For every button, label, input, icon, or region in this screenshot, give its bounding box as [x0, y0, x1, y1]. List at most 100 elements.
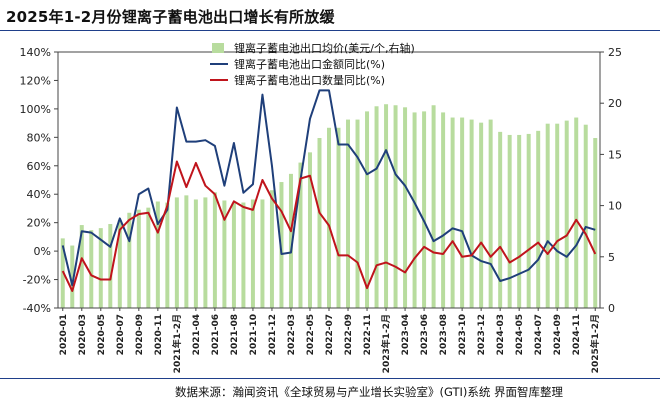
x-tick-label: 2022-05 [306, 314, 316, 355]
chart-title: 2025年1-2月份锂离子蓄电池出口增长有所放缓 [6, 8, 335, 26]
price-bar [526, 133, 531, 308]
amount-yoy-line [61, 89, 596, 287]
chart-svg: -40% -20% 0% 20% 40% 60% 80% 100% 120% 140% 0 5 10 15… [20, 41, 622, 373]
price-bar [441, 112, 446, 308]
price-bar [203, 197, 208, 308]
x-tick-label: 2020-01 [59, 314, 69, 355]
x-tick-label: 2023-10 [458, 314, 468, 355]
price-bar [269, 190, 274, 308]
price-bar [374, 106, 379, 309]
price-bar [288, 173, 293, 308]
price-bar [146, 207, 151, 308]
axes: -40% -20% 0% 20% 40% 60% 80% 100% 120% 140% 0 5 10 15… [20, 46, 622, 373]
price-bar [117, 219, 122, 308]
left-tick-label: 20% [27, 217, 51, 230]
left-tick-label: 140% [20, 46, 51, 59]
x-tick-label: 2021-10 [249, 314, 259, 355]
x-tick-label: 2020-07 [116, 314, 126, 355]
quantity-yoy-line [61, 160, 597, 292]
price-bar [317, 138, 322, 308]
price-bar [241, 202, 246, 308]
x-tick-label: 2022-07 [325, 314, 335, 355]
right-tick-label: 15 [608, 148, 622, 161]
price-bar [212, 192, 217, 308]
price-bar [184, 195, 189, 308]
price-bar [545, 123, 550, 309]
x-tick-label: 2024-03 [496, 314, 506, 355]
x-tick-label: 2023年1-2月 [380, 314, 392, 373]
x-tick-label: 2023-12 [477, 314, 487, 355]
price-bar [165, 202, 170, 308]
right-tick-label: 20 [608, 97, 622, 110]
right-tick-label: 5 [608, 251, 615, 264]
price-bar [98, 228, 103, 308]
left-tick-label: 60% [27, 160, 51, 173]
price-bar [555, 123, 560, 309]
price-bar [307, 152, 312, 308]
price-bar [488, 119, 493, 308]
x-tick-label: 2021-12 [268, 314, 278, 355]
price-bar [583, 124, 588, 308]
x-tick-label: 2021-04 [192, 314, 202, 355]
x-tick-label: 2020-09 [135, 314, 145, 355]
price-bar [422, 111, 427, 308]
x-tick-label: 2020-05 [97, 314, 107, 355]
price-bar [593, 138, 598, 308]
right-tick-label: 25 [608, 46, 622, 59]
x-tick-label: 2024-07 [534, 314, 544, 355]
source-note: 数据来源：瀚闻资讯《全球贸易与产业增长实验室》(GTI)系统 界面智库整理 [175, 385, 564, 399]
legend-label: 锂离子蓄电池出口金额同比(%) [234, 57, 385, 71]
price-bar [108, 224, 113, 308]
price-bar [574, 117, 579, 308]
x-tick-label: 2024-05 [515, 314, 525, 355]
title-bar: 2025年1-2月份锂离子蓄电池出口增长有所放缓 [0, 0, 660, 31]
price-bar [155, 201, 160, 308]
price-bar [70, 245, 75, 308]
price-bar [127, 212, 132, 308]
price-bar [498, 131, 503, 308]
legend-swatch-price [212, 43, 224, 53]
price-bar [327, 127, 331, 308]
price-bar [403, 107, 408, 308]
price-bar [136, 209, 141, 308]
price-bar [517, 134, 522, 308]
x-tick-label: 2022-09 [344, 314, 354, 355]
legend: 锂离子蓄电池出口均价(美元/个,右轴) 锂离子蓄电池出口金额同比(%) 锂离子蓄电池… [210, 41, 415, 87]
left-tick-label: 40% [27, 188, 51, 201]
x-tick-label: 2023-06 [420, 314, 430, 355]
x-tick-label: 2024-11 [572, 314, 582, 355]
price-bar [507, 134, 512, 308]
price-bar [431, 105, 436, 308]
price-bar [336, 127, 341, 308]
left-tick-label: -20% [23, 274, 51, 287]
price-bar [89, 230, 94, 308]
x-tick-label: 2025年1-2月 [589, 314, 601, 373]
left-tick-label: -40% [23, 302, 51, 315]
x-tick-label: 2022-11 [363, 314, 373, 355]
price-bar [79, 225, 84, 308]
x-tick-label: 2022-03 [287, 314, 297, 355]
x-tick-label: 2021-08 [230, 314, 240, 355]
price-bar [174, 197, 179, 308]
x-tick-label: 2021-06 [211, 314, 221, 355]
x-tick-label: 2021年1-2月 [171, 314, 183, 373]
left-tick-label: 80% [27, 131, 51, 144]
x-tick-label: 2023-08 [439, 314, 449, 355]
price-bar [469, 119, 474, 308]
left-tick-label: 0% [34, 245, 51, 258]
legend-label: 锂离子蓄电池出口均价(美元/个,右轴) [234, 41, 415, 55]
price-bar [222, 200, 227, 308]
price-bar [384, 104, 389, 308]
price-bar [450, 117, 455, 308]
x-tick-label: 2023-04 [401, 314, 411, 355]
price-bar [231, 202, 236, 308]
price-bar [298, 162, 303, 308]
right-tick-label: 0 [608, 302, 615, 315]
price-bar [260, 199, 265, 308]
left-tick-label: 100% [20, 103, 51, 116]
footer-divider [0, 378, 660, 379]
price-bar [412, 112, 417, 308]
price-bar [250, 199, 255, 308]
price-bar [564, 120, 569, 308]
